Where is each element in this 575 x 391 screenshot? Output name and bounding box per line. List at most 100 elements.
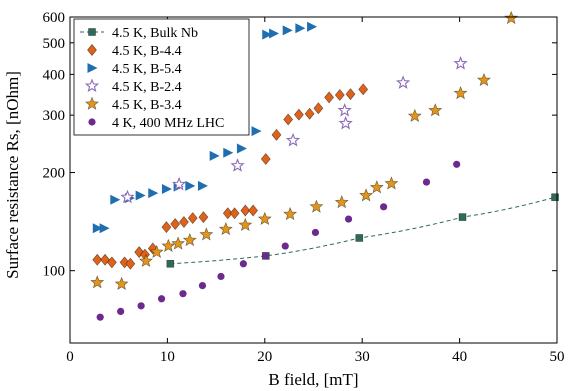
legend-label: 4 K, 400 MHz LHC [112, 116, 224, 131]
y-tick-label: 200 [43, 166, 66, 182]
data-point [117, 307, 125, 316]
data-point [239, 260, 247, 268]
data-point [428, 103, 443, 117]
data-point [179, 290, 187, 298]
data-point [199, 227, 214, 241]
data-point [283, 113, 294, 126]
series-5 [96, 160, 461, 321]
legend-label: 4.5 K, Bulk Nb [112, 26, 198, 41]
x-tick-label: 50 [550, 349, 565, 365]
data-point [453, 85, 468, 100]
legend: 4.5 K, Bulk Nb 4.5 K, B-4.4 4.5 K, B-5.4 4.… [73, 18, 250, 136]
data-point [324, 91, 334, 104]
x-tick-label: 0 [66, 349, 74, 365]
legend-marker [85, 96, 99, 110]
data-point [238, 217, 253, 232]
legend-marker [84, 78, 100, 93]
y-tick-label: 300 [43, 108, 66, 124]
data-point [384, 176, 399, 190]
data-point [248, 204, 258, 217]
data-point [281, 242, 289, 250]
data-point [337, 102, 352, 117]
data-point [120, 189, 135, 204]
x-axis-label: B field, [mT] [268, 370, 358, 389]
data-point [407, 108, 422, 123]
data-point [99, 223, 110, 234]
data-point [282, 25, 293, 36]
data-point [380, 203, 388, 211]
data-point [230, 158, 245, 172]
data-point [422, 178, 431, 186]
legend-label: 4.5 K, B-4.4 [112, 44, 182, 59]
data-point [185, 180, 196, 191]
data-point [96, 313, 104, 321]
data-point [345, 88, 356, 101]
data-point [198, 281, 207, 290]
y-tick-label: 600 [43, 10, 66, 26]
data-point [504, 10, 519, 25]
data-point [171, 236, 186, 250]
data-point [358, 83, 369, 96]
data-point [161, 221, 172, 234]
legend-marker [87, 44, 97, 56]
data-point [139, 253, 153, 268]
data-point [171, 176, 187, 191]
data-point [209, 150, 220, 161]
data-point [334, 195, 349, 209]
data-point [294, 108, 304, 121]
data-point [304, 107, 315, 120]
data-point [182, 232, 197, 247]
data-point [125, 257, 136, 270]
data-point [197, 180, 208, 191]
data-point [309, 199, 324, 213]
legend-box [73, 18, 250, 136]
data-point [236, 143, 247, 154]
data-point [92, 223, 103, 234]
data-point [262, 252, 270, 260]
data-point [355, 234, 364, 242]
data-point [218, 221, 233, 236]
data-point [147, 242, 158, 255]
data-point [395, 75, 411, 89]
data-point [222, 207, 233, 220]
y-tick-label: 100 [43, 264, 66, 280]
data-point [453, 55, 468, 70]
data-point [110, 194, 121, 205]
data-point [311, 228, 320, 237]
plot-layer [90, 10, 559, 321]
legend-marker [87, 63, 98, 73]
data-point [262, 29, 273, 40]
data-point [551, 193, 559, 202]
legend-label: 4.5 K, B-3.4 [112, 98, 182, 113]
y-tick-label: 500 [43, 36, 66, 52]
series-1 [92, 83, 369, 270]
data-point [334, 88, 345, 101]
data-point [240, 204, 251, 217]
legend-marker [88, 118, 96, 126]
data-point [187, 212, 198, 225]
data-point [92, 253, 103, 266]
data-point [313, 102, 324, 115]
x-tick-label: 20 [257, 349, 272, 365]
y-tick-label: 400 [43, 67, 66, 83]
data-point [257, 211, 272, 225]
legend-label: 4.5 K, B-2.4 [112, 80, 182, 95]
data-point [157, 295, 166, 303]
data-point [295, 23, 306, 34]
data-point [229, 207, 240, 220]
plot-frame [69, 16, 558, 344]
data-point [217, 272, 225, 281]
data-point [166, 259, 175, 268]
data-point [170, 218, 181, 231]
series-3 [120, 55, 468, 204]
data-point [359, 188, 374, 202]
data-point [161, 184, 172, 195]
data-point [476, 72, 491, 87]
data-point [114, 276, 129, 290]
data-point [90, 275, 105, 289]
series-2 [92, 21, 318, 234]
legend-label: 4.5 K, B-5.4 [112, 62, 182, 77]
data-point [344, 215, 353, 223]
data-point [119, 256, 130, 269]
